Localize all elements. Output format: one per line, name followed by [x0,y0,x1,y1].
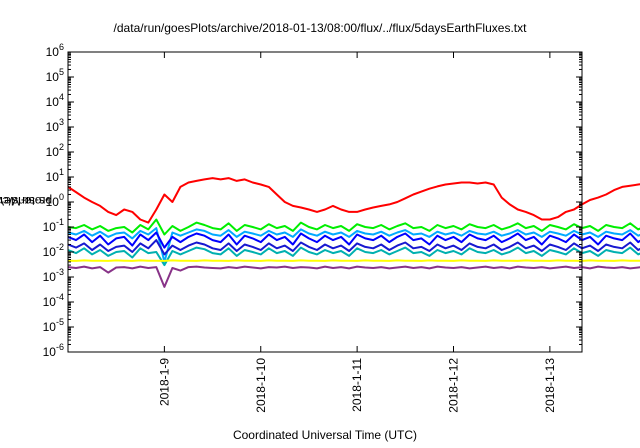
flux-series-line [67,246,640,267]
y-tick-label: 101 [46,167,64,184]
flux-series-line [67,239,640,256]
y-tick-label: 102 [46,142,64,159]
x-tick-label: 2018-1-10 [254,358,268,413]
flux-series-line [67,259,640,262]
flux-series-line [67,231,640,249]
y-tick-label: 103 [46,117,64,134]
x-tick-label: 2018-1-11 [350,358,364,412]
flux-series-line [67,177,640,224]
flux-series-line [67,265,640,288]
y-tick-label: 10-3 [43,267,64,284]
y-tick-label: 106 [46,42,64,59]
y-tick-label: 10-6 [43,342,64,359]
x-tick-label: 2018-1-9 [157,358,171,406]
y-tick-label: 10-4 [43,292,64,309]
flux-series-line [67,218,640,236]
series-group [67,177,640,288]
x-axis-label: Coordinated Universal Time (UTC) [232,428,418,442]
y-tick-label: 10-1 [43,217,64,234]
plot-frame [67,51,583,353]
y-tick-label: 105 [46,67,64,84]
y-tick-label: 10-5 [43,317,64,334]
flux-series-line [67,227,640,263]
y-axis-label-post: -s-sr-MeV [0,194,49,209]
x-tick-label: 2018-1-13 [543,358,557,413]
x-tick-label: 2018-1-12 [447,358,461,413]
chart-title: /data/run/goesPlots/archive/2018-01-13/0… [113,21,527,35]
y-tick-label: 10-2 [43,242,64,259]
y-tick-label: 104 [46,92,64,109]
